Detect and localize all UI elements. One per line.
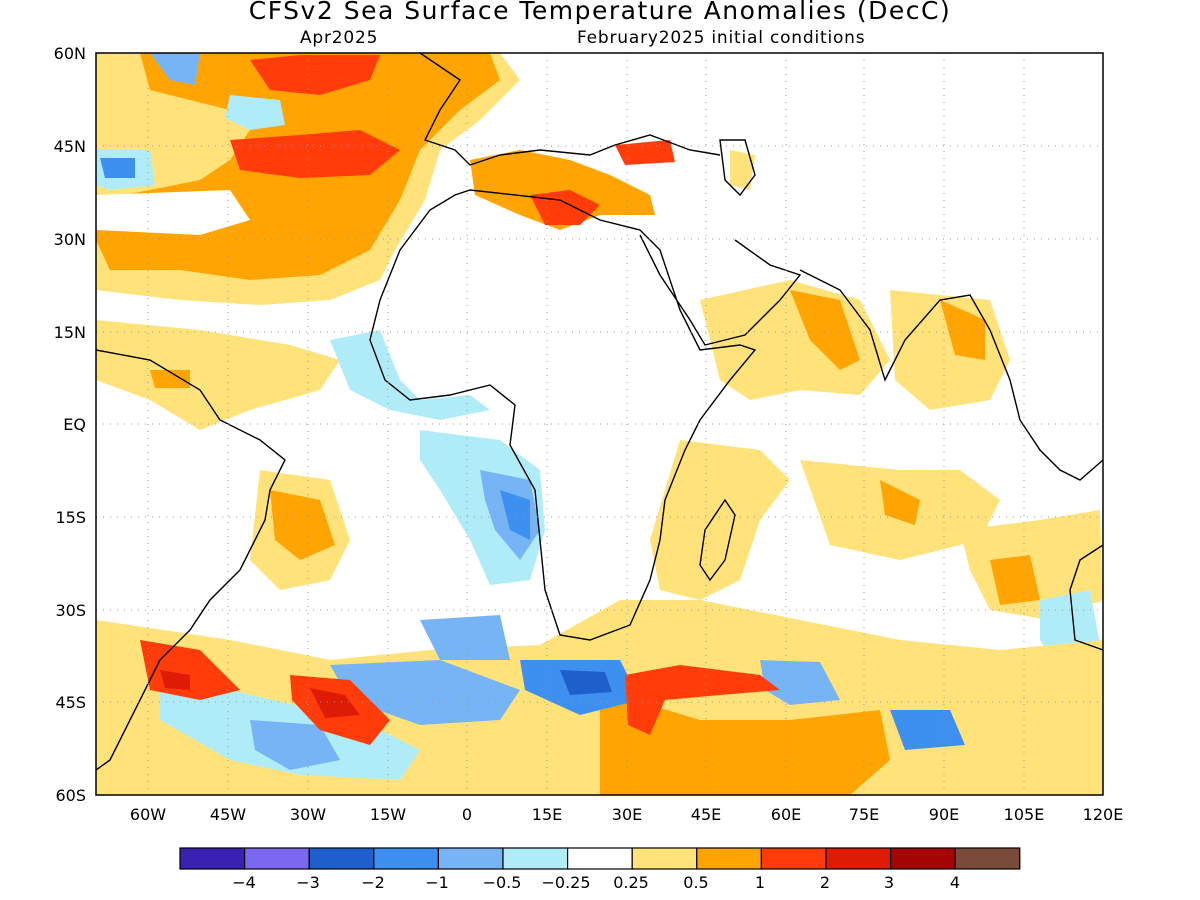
europe-coastline <box>419 53 721 166</box>
colorbar-swatch <box>631 847 698 870</box>
lat-label: 30S <box>55 601 86 620</box>
strong-warm-anomaly <box>230 130 400 178</box>
strong-warm-anomaly <box>250 55 380 95</box>
colorbar-label: −0.25 <box>541 873 590 892</box>
lon-label: 120E <box>1083 805 1124 824</box>
colorbar-label: 4 <box>950 873 960 892</box>
warm-anomaly-region <box>990 555 1040 605</box>
colorbar-swatch <box>244 847 310 870</box>
cool-anomaly-region <box>560 670 612 695</box>
longitude-labels: 60W 45W 30W 15W 0 15E 30E 45E 60E 75E 90… <box>130 805 1123 824</box>
lat-label: 45S <box>55 693 86 712</box>
colorbar-labels: −4 −3 −2 −1 −0.5 −0.25 0.25 0.5 1 2 3 4 <box>232 873 960 892</box>
arabia-coastline <box>639 234 802 346</box>
warm-anomaly-region <box>150 370 190 388</box>
warm-anomaly-region <box>96 320 340 430</box>
cool-anomaly-region <box>150 53 200 85</box>
colorbar-swatch <box>954 847 1021 870</box>
lon-label: 75E <box>849 805 879 824</box>
colorbar <box>179 847 1021 870</box>
lat-label: 60N <box>54 44 86 63</box>
lat-label: 60S <box>55 786 86 805</box>
colorbar-label: −2 <box>361 873 385 892</box>
latitude-labels: 60N 45N 30N 15N EQ 15S 30S 45S 60S <box>54 44 86 805</box>
colorbar-swatch <box>179 847 246 870</box>
colorbar-label: 2 <box>820 873 830 892</box>
colorbar-swatch <box>760 847 827 870</box>
cool-anomaly-region <box>100 158 135 178</box>
warm-anomaly-region <box>650 440 790 600</box>
australia-coastline <box>1069 544 1103 651</box>
cool-anomaly-region <box>420 615 510 660</box>
lat-label: 15S <box>55 508 86 527</box>
colorbar-label: −0.5 <box>483 873 522 892</box>
cool-anomaly-region <box>890 710 965 750</box>
initial-conditions: February2025 initial conditions <box>577 28 866 48</box>
cool-anomaly-region <box>330 330 490 420</box>
caspian-coastline <box>719 139 756 197</box>
cool-anomaly-region <box>500 490 530 540</box>
india-coastline <box>799 269 991 382</box>
lon-label: 105E <box>1004 805 1045 824</box>
strong-warm-anomaly <box>625 665 780 735</box>
cool-anomaly-region <box>760 660 840 705</box>
lon-label: 30E <box>612 805 642 824</box>
cool-anomaly-region <box>225 95 285 130</box>
warm-anomaly-region <box>790 290 860 370</box>
cool-anomaly-region <box>250 720 340 770</box>
lon-label: 60E <box>771 805 801 824</box>
lat-label: EQ <box>63 415 86 434</box>
lon-label: 45E <box>691 805 721 824</box>
lat-label: 15N <box>54 323 86 342</box>
graticule <box>96 53 1103 795</box>
warm-anomaly-region <box>470 150 655 230</box>
colorbar-label: 1 <box>755 873 765 892</box>
colorbar-label: 3 <box>884 873 894 892</box>
south-america-coastline <box>96 349 286 771</box>
strong-warm-anomaly <box>160 670 190 690</box>
lon-label: 30W <box>290 805 326 824</box>
warm-anomaly-region <box>600 690 890 795</box>
madagascar-coastline <box>699 498 736 582</box>
colorbar-swatch <box>502 847 569 870</box>
lon-label: 15E <box>532 805 562 824</box>
forecast-month: Apr2025 <box>300 28 379 48</box>
colorbar-swatch <box>889 847 956 870</box>
colorbar-swatch <box>566 847 633 870</box>
colorbar-swatch <box>825 847 892 870</box>
colorbar-swatch <box>373 847 439 870</box>
anomaly-field <box>96 53 1103 795</box>
lon-label: 90E <box>929 805 959 824</box>
colorbar-label: 0.5 <box>683 873 708 892</box>
strong-warm-anomaly <box>615 140 675 165</box>
colorbar-label: −4 <box>232 873 256 892</box>
colorbar-label: −1 <box>425 873 449 892</box>
southeast-asia-coastline <box>989 329 1103 481</box>
colorbar-swatch <box>696 847 762 870</box>
lat-label: 30N <box>54 230 86 249</box>
colorbar-swatch <box>437 847 504 870</box>
africa-coastline <box>369 189 757 641</box>
lon-label: 15W <box>370 805 406 824</box>
neutral-region <box>96 190 250 235</box>
colorbar-label: −3 <box>296 873 320 892</box>
lon-label: 0 <box>462 805 472 824</box>
chart-title: CFSv2 Sea Surface Temperature Anomalies … <box>248 0 952 25</box>
warm-anomaly-region <box>270 490 335 560</box>
map-frame <box>95 52 1104 796</box>
strong-warm-anomaly <box>310 688 360 718</box>
lon-label: 45W <box>210 805 246 824</box>
lon-label: 60W <box>130 805 166 824</box>
colorbar-swatch <box>308 847 375 870</box>
lat-label: 45N <box>54 137 86 156</box>
colorbar-label: 0.25 <box>613 873 649 892</box>
coastlines <box>96 53 1103 771</box>
warm-anomaly-region <box>940 300 985 360</box>
warm-anomaly-region <box>730 150 755 190</box>
warm-anomaly-region <box>880 480 920 525</box>
